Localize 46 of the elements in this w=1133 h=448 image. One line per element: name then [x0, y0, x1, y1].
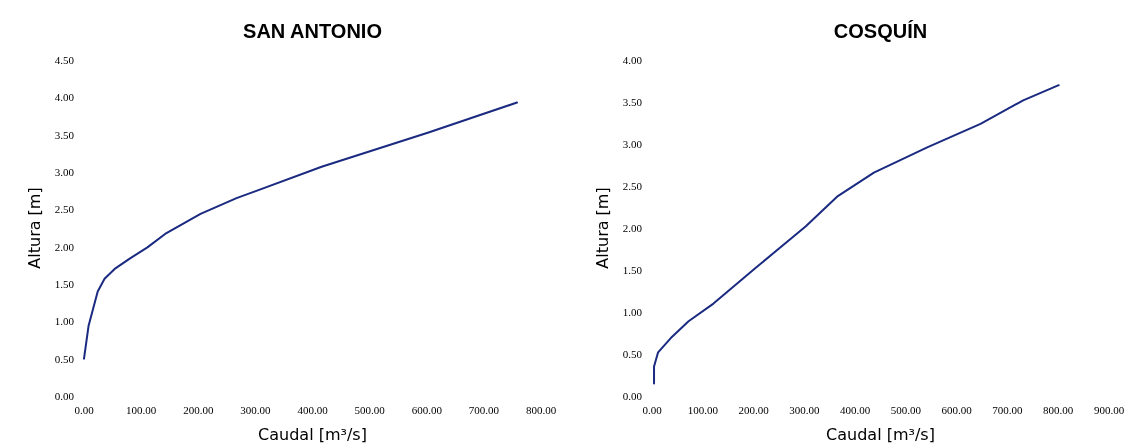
y-tick-label: 2.50 — [54, 203, 75, 216]
x-tick-label: 300.00 — [240, 404, 271, 416]
y-tick-label: 3.50 — [622, 95, 643, 108]
y-tick-label: 2.50 — [622, 179, 643, 192]
x-tick-label: 400.00 — [839, 404, 871, 416]
x-tick-label: 300.00 — [789, 404, 820, 416]
y-axis-title: Altura [m] — [593, 187, 612, 269]
chart-title: SAN ANTONIO — [243, 20, 382, 42]
x-tick-label: 400.00 — [297, 404, 329, 416]
chart-title: COSQUÍN — [833, 20, 928, 42]
y-tick-label: 0.50 — [54, 352, 75, 365]
y-tick-label: 0.00 — [54, 389, 75, 402]
y-axis-title: Altura [m] — [25, 187, 44, 269]
x-tick-label: 700.00 — [468, 404, 500, 416]
x-tick-label: 600.00 — [411, 404, 443, 416]
y-tick-label: 3.50 — [54, 128, 75, 141]
x-tick-label: 500.00 — [890, 404, 922, 416]
y-tick-label: 1.00 — [622, 305, 643, 318]
y-tick-label: 1.00 — [54, 315, 75, 328]
x-tick-label: 0.00 — [642, 404, 663, 416]
x-tick-label: 100.00 — [126, 404, 157, 416]
y-tick-label: 4.00 — [622, 53, 643, 66]
y-tick-label: 2.00 — [54, 240, 75, 253]
y-tick-label: 3.00 — [622, 137, 643, 150]
x-tick-label: 600.00 — [941, 404, 973, 416]
x-tick-label: 0.00 — [74, 404, 95, 416]
x-tick-label: 200.00 — [738, 404, 770, 416]
y-tick-label: 4.00 — [54, 91, 75, 104]
y-tick-label: 0.00 — [622, 389, 643, 402]
x-tick-label: 500.00 — [354, 404, 386, 416]
y-tick-label: 3.00 — [54, 165, 75, 178]
x-tick-label: 900.00 — [1093, 404, 1125, 416]
y-tick-label: 2.00 — [622, 221, 643, 234]
line-series — [83, 101, 519, 360]
x-axis-title: Caudal [m³/s] — [826, 425, 935, 444]
x-tick-label: 700.00 — [992, 404, 1024, 416]
y-tick-label: 0.50 — [622, 347, 643, 360]
y-tick-label: 1.50 — [54, 277, 75, 290]
line-series — [653, 84, 1060, 385]
x-tick-label: 100.00 — [687, 404, 719, 416]
y-tick-label: 1.50 — [622, 263, 643, 276]
x-tick-label: 800.00 — [1043, 404, 1074, 416]
y-tick-label: 4.50 — [54, 53, 75, 66]
x-tick-label: 800.00 — [525, 404, 557, 416]
x-tick-label: 200.00 — [183, 404, 214, 416]
x-axis-title: Caudal [m³/s] — [258, 425, 367, 444]
